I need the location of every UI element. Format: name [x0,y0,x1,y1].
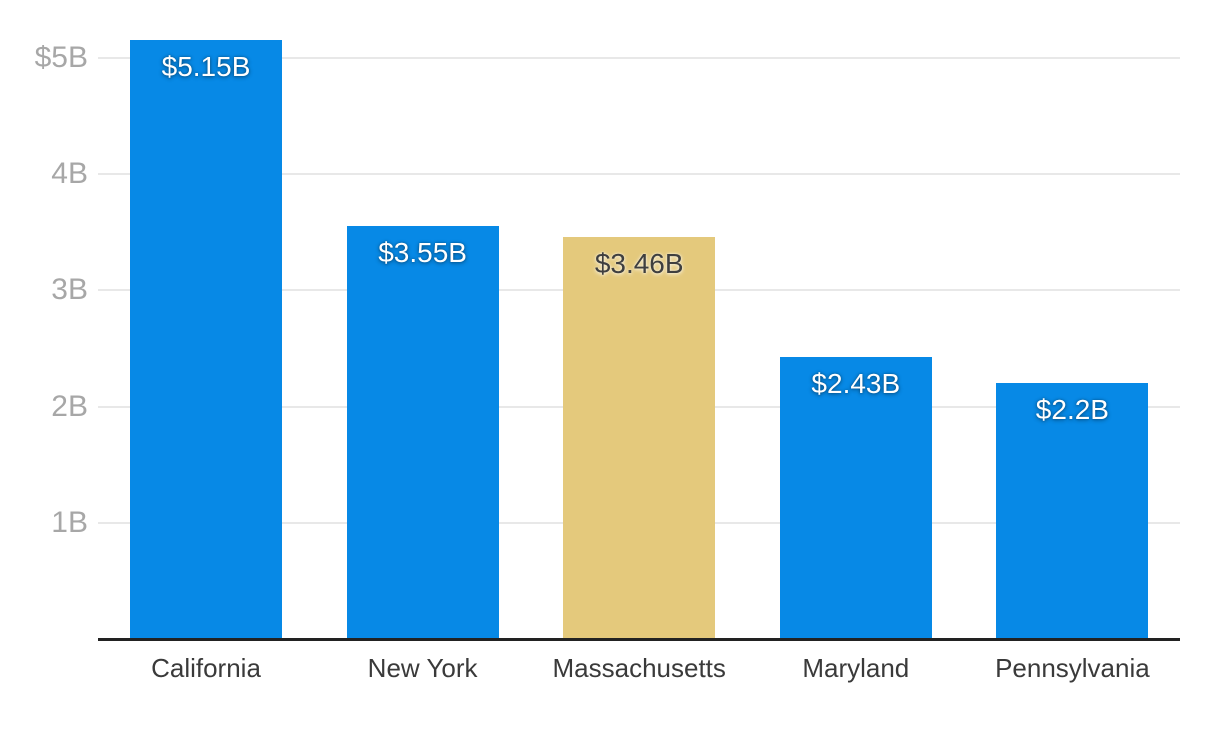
bar-maryland: $2.43B [779,356,932,640]
y-axis-tick-label: $5B [34,40,88,74]
x-axis-label: Maryland [802,653,910,683]
y-axis-tick-label: 2B [51,389,88,423]
x-axis-label: Massachusetts [552,653,726,683]
y-axis-tick-label: 1B [51,506,88,540]
bar-value-label: $3.55B [378,237,467,269]
bar-value-label: $2.2B [1035,394,1109,426]
x-axis-line [98,638,1180,641]
x-axis-label: New York [367,653,478,683]
bar-california: $5.15B [130,40,282,640]
gridline [98,172,1180,175]
bar-value-label: $3.46B [594,247,684,279]
bar-value-label: $5.15B [161,51,251,83]
bar-pennsylvania: $2.2B [996,383,1149,640]
y-axis-tick-label: 3B [51,273,88,307]
bar-value-label: $2.43B [811,367,901,399]
gridline [98,56,1180,59]
y-axis-tick-label: 4B [51,156,88,190]
x-axis-label: California [151,653,261,683]
bar-massachusetts: $3.46B [563,236,716,640]
x-axis-label: Pennsylvania [995,653,1150,683]
bar-new-york: $3.55B [346,226,499,640]
